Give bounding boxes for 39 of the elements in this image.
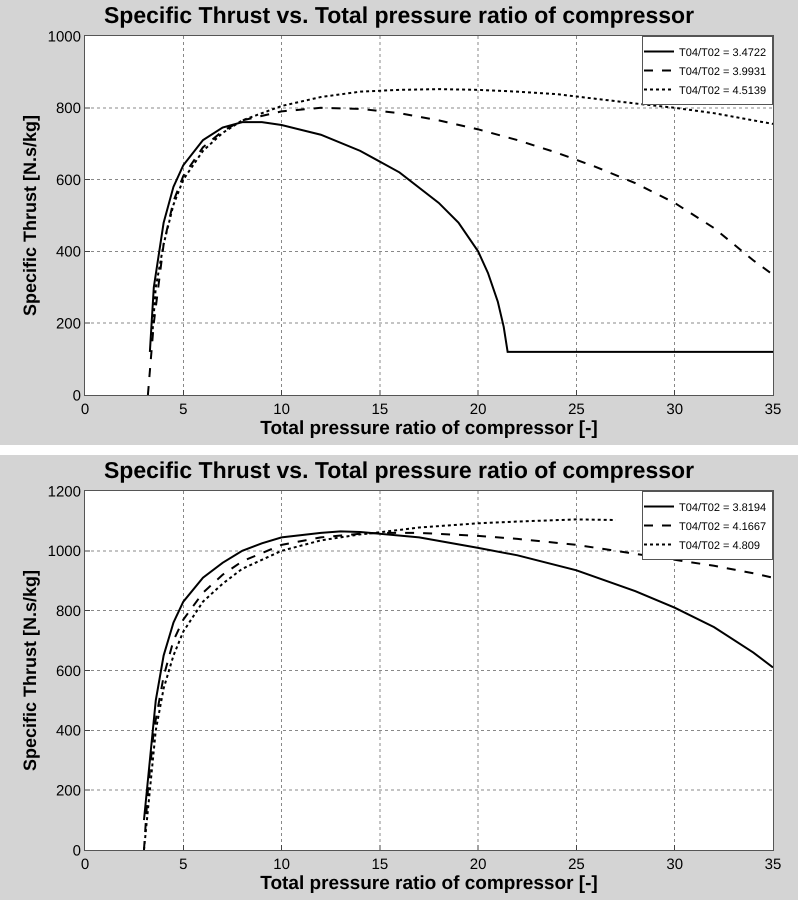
x-tick-label: 15 (372, 401, 388, 418)
y-tick-label: 600 (56, 662, 81, 680)
x-tick-label: 10 (273, 856, 290, 873)
y-tick-label: 1200 (48, 483, 81, 500)
legend-label: T04/T02 = 4.5139 (679, 84, 766, 97)
legend-label: T04/T02 = 4.809 (679, 540, 760, 552)
y-tick-label: 800 (56, 602, 81, 620)
x-tick-label: 10 (273, 401, 290, 418)
legend-label: T04/T02 = 4.1667 (679, 520, 766, 533)
y-tick-label: 0 (72, 387, 81, 404)
x-tick-label: 15 (372, 856, 388, 873)
y-tick-label: 200 (56, 315, 81, 332)
y-tick-label: 400 (56, 244, 81, 261)
x-tick-label: 20 (470, 856, 486, 873)
y-tick-label: 200 (56, 782, 81, 800)
y-tick-label: 600 (56, 172, 81, 189)
x-axis-title: Total pressure ratio of compressor [-] (260, 873, 598, 894)
x-tick-label: 25 (568, 856, 585, 873)
y-tick-label: 800 (56, 100, 81, 118)
x-tick-label: 20 (470, 401, 486, 418)
x-tick-label: 30 (666, 401, 684, 418)
y-axis-title: Specific Thrust [N.s/kg] (20, 114, 40, 316)
y-tick-label: 0 (72, 842, 81, 860)
x-tick-label: 5 (179, 856, 188, 873)
y-axis-title: Specific Thrust [N.s/kg] (20, 570, 40, 772)
x-tick-label: 30 (666, 856, 684, 873)
legend-label: T04/T02 = 3.8194 (679, 502, 766, 514)
x-tick-label: 25 (568, 401, 585, 418)
x-tick-label: 35 (764, 401, 782, 418)
y-tick-label: 1000 (48, 543, 81, 560)
legend-label: T04/T02 = 3.4722 (679, 46, 766, 59)
legend-label: T04/T02 = 3.9931 (679, 66, 766, 78)
x-tick-label: 5 (179, 401, 188, 418)
chart-title: Specific Thrust vs. Total pressure ratio of compressor (104, 456, 694, 483)
x-tick-label: 35 (764, 856, 782, 873)
y-tick-label: 1000 (48, 28, 81, 46)
x-axis-title: Total pressure ratio of compressor [-] (260, 418, 598, 439)
y-tick-label: 400 (56, 722, 81, 740)
chart-title: Specific Thrust vs. Total pressure ratio of compressor (104, 2, 694, 28)
